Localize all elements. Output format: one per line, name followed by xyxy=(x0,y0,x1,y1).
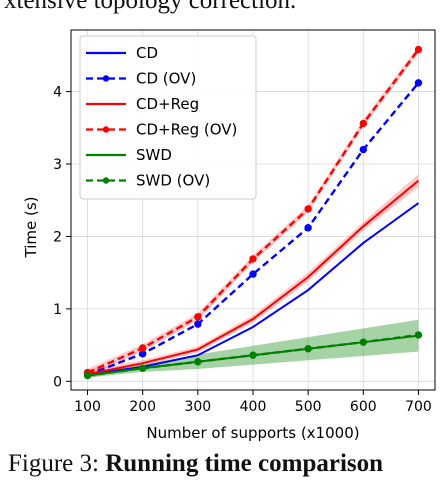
y-tick-label: 4 xyxy=(53,85,62,101)
data-point xyxy=(305,225,311,231)
legend-label: SWD (OV) xyxy=(136,172,210,190)
legend-marker xyxy=(103,75,109,81)
data-point xyxy=(360,146,366,152)
data-point xyxy=(139,345,145,351)
data-point xyxy=(195,314,201,320)
legend-label: CD xyxy=(136,44,158,62)
y-tick-label: 1 xyxy=(53,302,62,318)
data-point xyxy=(360,339,366,345)
data-point xyxy=(84,372,90,378)
y-axis-label: Time (s) xyxy=(22,197,40,259)
data-point xyxy=(250,352,256,358)
running-time-chart: 100 200 300 400 500 600 700 0 1 2 3 4 CD CD (OV) CD+R… xyxy=(0,0,446,448)
legend-label: SWD xyxy=(136,146,172,164)
data-point xyxy=(250,271,256,277)
data-point xyxy=(250,256,256,262)
x-tick-label: 100 xyxy=(74,399,101,415)
y-tick-label: 2 xyxy=(53,229,62,245)
legend-label: CD+Reg (OV) xyxy=(136,121,237,139)
x-tick-label: 300 xyxy=(184,399,211,415)
data-point xyxy=(360,120,366,126)
data-point xyxy=(415,46,421,52)
x-tick-label: 400 xyxy=(240,399,267,415)
x-tick-label: 500 xyxy=(295,399,322,415)
legend-label: CD+Reg xyxy=(136,95,199,113)
bottom-caption: Figure 3: Running time comparison xyxy=(8,450,446,490)
caption-title: Running time comparison xyxy=(105,450,383,477)
x-tick-label: 600 xyxy=(350,399,377,415)
data-point xyxy=(195,321,201,327)
data-point xyxy=(305,346,311,352)
legend: CD CD (OV) CD+Reg CD+Reg (OV) SWD SWD (OV) xyxy=(80,36,256,199)
y-tick-label: 3 xyxy=(53,157,62,173)
x-axis-label: Number of supports (x1000) xyxy=(146,424,359,442)
x-tick-label: 700 xyxy=(405,399,432,415)
data-point xyxy=(415,332,421,338)
legend-marker xyxy=(103,177,109,183)
figure: xtensive topology correction. 100 200 300 4… xyxy=(0,0,446,474)
y-tick-label: 0 xyxy=(53,374,62,390)
x-tick-label: 200 xyxy=(129,399,156,415)
legend-marker xyxy=(103,126,109,132)
caption-figure-number: Figure 3: xyxy=(8,450,99,477)
data-point xyxy=(415,80,421,86)
legend-label: CD (OV) xyxy=(136,70,196,88)
data-point xyxy=(195,359,201,365)
data-point xyxy=(305,206,311,212)
data-point xyxy=(139,365,145,371)
